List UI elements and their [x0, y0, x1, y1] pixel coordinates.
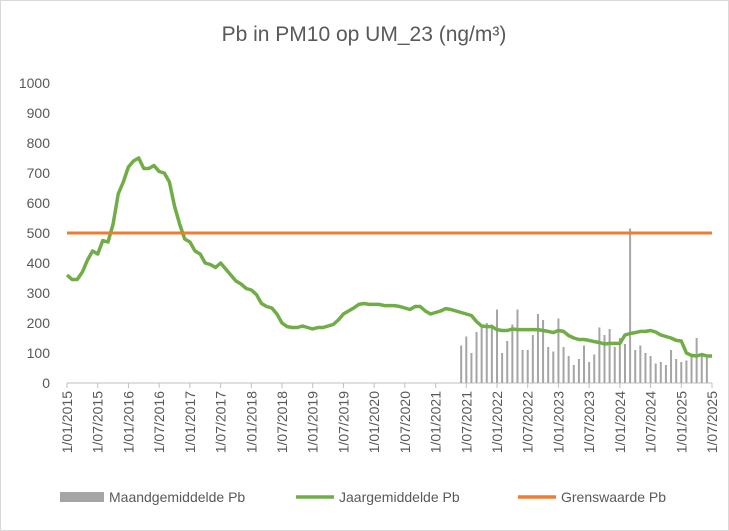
bar	[516, 309, 519, 383]
bar	[572, 365, 575, 383]
line	[65, 156, 712, 358]
bar	[496, 309, 498, 383]
bar	[542, 320, 545, 383]
bar	[629, 228, 632, 383]
x-tick-label: 1/07/2015	[90, 391, 106, 453]
bar	[664, 365, 667, 383]
bar	[490, 324, 493, 383]
bar	[613, 347, 616, 383]
x-tick-label: 1/07/2021	[458, 391, 474, 453]
bar	[465, 336, 468, 383]
bar	[644, 353, 647, 383]
bar	[521, 350, 524, 383]
bar	[639, 345, 642, 383]
x-tick-label: 1/07/2024	[643, 391, 659, 453]
bar	[649, 356, 652, 383]
x-tick-label: 1/07/2016	[151, 391, 167, 453]
bar	[685, 360, 688, 383]
y-tick-label: 1000	[19, 75, 50, 91]
x-tick-label: 1/01/2022	[489, 391, 505, 453]
x-tick-label: 1/07/2025	[704, 391, 720, 453]
legend-label: Grenswaarde Pb	[561, 489, 666, 505]
bar	[547, 347, 550, 383]
y-tick-label: 800	[27, 135, 51, 151]
y-tick-label: 100	[27, 345, 51, 361]
bar	[470, 353, 473, 383]
bar	[557, 318, 560, 383]
x-tick-label: 1/01/2020	[366, 391, 382, 453]
legend-label: Jaargemiddelde Pb	[339, 489, 460, 505]
y-tick-label: 200	[27, 315, 51, 331]
x-tick-label: 1/07/2017	[213, 391, 229, 453]
x-tick-label: 1/07/2018	[274, 391, 290, 453]
x-tick-label: 1/07/2023	[581, 391, 597, 453]
y-tick-label: 0	[42, 375, 50, 391]
x-tick-label: 1/01/2023	[550, 391, 566, 453]
bar	[670, 350, 673, 383]
bar	[695, 338, 698, 383]
y-tick-label: 300	[27, 285, 51, 301]
y-tick-label: 900	[27, 105, 51, 121]
x-tick-label: 1/01/2017	[182, 391, 198, 453]
bar	[598, 327, 601, 383]
bar	[690, 356, 693, 383]
bar	[608, 329, 611, 383]
bar	[659, 362, 662, 383]
bar	[552, 351, 555, 383]
chart-title: Pb in PM10 op UM_23 (ng/m³)	[222, 23, 507, 46]
x-tick-label: 1/01/2018	[243, 391, 259, 453]
bar	[583, 345, 586, 383]
bar	[705, 357, 708, 383]
bar	[588, 362, 591, 383]
x-tick-label: 1/01/2021	[428, 391, 444, 453]
x-tick-label: 1/01/2025	[673, 391, 689, 453]
bar	[501, 353, 504, 383]
x-tick-label: 1/07/2020	[397, 391, 413, 453]
bar	[618, 338, 621, 383]
bar	[567, 356, 570, 383]
x-tick-label: 1/01/2016	[120, 391, 136, 453]
legend-label: Maandgemiddelde Pb	[109, 489, 245, 505]
x-tick-label: 1/01/2015	[59, 391, 75, 453]
x-tick-label: 1/07/2019	[335, 391, 351, 453]
bar	[536, 314, 539, 383]
bar	[511, 324, 514, 383]
bar	[475, 332, 478, 383]
y-tick-label: 400	[27, 255, 51, 271]
x-tick-label: 1/07/2022	[520, 391, 536, 453]
bar	[634, 350, 637, 383]
bar	[593, 354, 596, 383]
bar	[526, 350, 529, 383]
y-tick-label: 600	[27, 195, 51, 211]
y-tick-label: 700	[27, 165, 51, 181]
bar	[675, 359, 678, 383]
bar	[654, 363, 657, 383]
x-tick-label: 1/01/2024	[612, 391, 628, 453]
bar	[680, 362, 683, 383]
bar	[562, 347, 565, 383]
x-tick-label: 1/01/2019	[305, 391, 321, 453]
bar	[577, 359, 580, 383]
bar	[480, 327, 483, 383]
y-tick-label: 500	[27, 225, 51, 241]
bar	[460, 345, 463, 383]
bar	[700, 353, 703, 383]
bar	[623, 344, 626, 383]
bar	[485, 323, 488, 383]
legend-swatch	[60, 492, 104, 502]
bar	[603, 335, 606, 383]
bar	[531, 335, 534, 383]
bar	[506, 341, 509, 383]
